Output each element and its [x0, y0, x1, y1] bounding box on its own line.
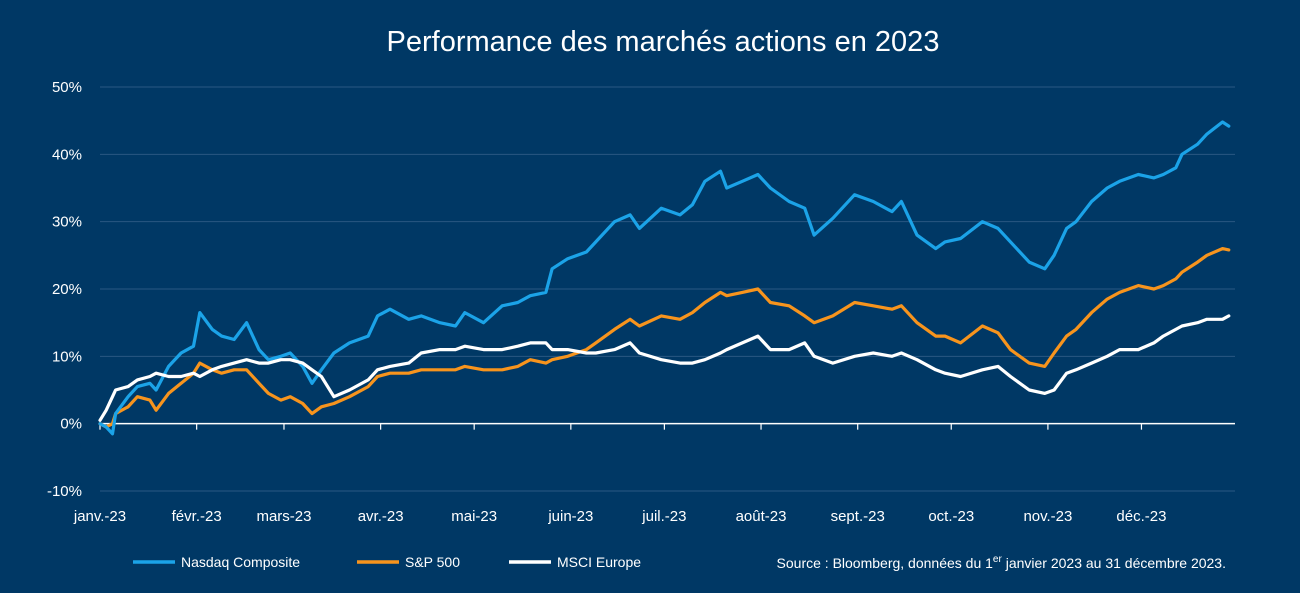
x-tick-label: avr.-23	[358, 508, 404, 525]
y-tick-label: 40%	[52, 146, 82, 163]
series-lines	[98, 120, 1231, 436]
grid-lines	[100, 86, 1235, 492]
chart-title: Performance des marchés actions en 2023	[387, 26, 940, 58]
x-tick-label: juin-23	[547, 508, 593, 525]
source-suffix: janvier 2023 au 31 décembre 2023.	[1002, 555, 1226, 571]
source-note: Source : Bloomberg, données du 1er janvi…	[777, 554, 1226, 571]
y-tick-label: -10%	[47, 483, 82, 500]
x-tick-label: sept.-23	[831, 508, 885, 525]
x-tick-label: févr.-23	[172, 508, 222, 525]
y-tick-label: 20%	[52, 281, 82, 298]
series-line-msci-europe	[98, 314, 1231, 422]
y-tick-label: 50%	[52, 79, 82, 96]
x-tick-label: mars-23	[256, 508, 311, 525]
x-tick-label: août-23	[736, 508, 787, 525]
source-prefix: Source : Bloomberg, données du 1	[777, 555, 994, 571]
y-tick-label: 10%	[52, 348, 82, 365]
y-tick-label: 0%	[60, 416, 82, 433]
x-axis-ticks: janv.-23 févr.-23 mars-23 avr.-23 mai-23 juin…	[73, 423, 1166, 525]
series-line-s-p-500	[98, 247, 1231, 429]
legend-label: MSCI Europe	[557, 554, 641, 570]
x-tick-label: déc.-23	[1116, 508, 1166, 525]
x-tick-label: juil.-23	[641, 508, 686, 525]
x-tick-label: mai-23	[451, 508, 497, 525]
x-tick-label: janv.-23	[73, 508, 126, 525]
x-tick-label: oct.-23	[928, 508, 974, 525]
legend-label: Nasdaq Composite	[181, 554, 300, 570]
source-superscript: er	[993, 554, 1003, 565]
legend-label: S&P 500	[405, 554, 460, 570]
x-tick-label: nov.-23	[1023, 508, 1072, 525]
y-axis-tick-labels: -10% 0% 10% 20% 30% 40% 50%	[47, 79, 82, 500]
y-tick-label: 30%	[52, 214, 82, 231]
legend: Nasdaq Composite S&P 500 MSCI Europe	[133, 554, 641, 570]
series-line-nasdaq-composite	[98, 120, 1231, 436]
